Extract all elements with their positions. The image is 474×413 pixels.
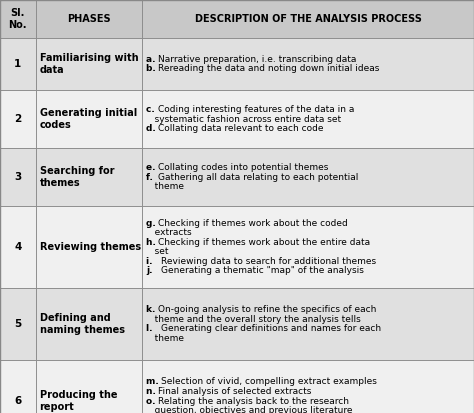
Text: d.: d. [146,124,159,133]
Bar [142,90,474,148]
Text: Producing the
report: Producing the report [39,390,117,412]
Text: theme: theme [146,334,184,343]
Bar [36,148,142,206]
Text: o.: o. [146,396,159,406]
Text: 3: 3 [14,172,21,182]
Text: theme: theme [146,182,184,191]
Text: 2: 2 [14,114,21,124]
Bar [0,288,36,360]
Text: Familiarising with
data: Familiarising with data [39,53,138,75]
Text: j.: j. [146,266,159,275]
Text: Collating codes into potential themes: Collating codes into potential themes [157,163,328,172]
Text: k.: k. [146,305,159,314]
Bar [0,0,36,38]
Text: e.: e. [146,163,159,172]
Text: a.: a. [146,55,159,64]
Bar [142,206,474,288]
Text: extracts: extracts [146,228,192,237]
Bar [36,90,142,148]
Bar [142,0,474,38]
Bar [36,38,142,90]
Text: Defining and
naming themes: Defining and naming themes [39,313,125,335]
Text: Relating the analysis back to the research: Relating the analysis back to the resear… [157,396,348,406]
Text: Checking if themes work about the entire data: Checking if themes work about the entire… [157,238,370,247]
Text: Coding interesting features of the data in a: Coding interesting features of the data … [157,105,354,114]
Text: Gathering all data relating to each potential: Gathering all data relating to each pote… [157,173,358,181]
Text: Selection of vivid, compelling extract examples: Selection of vivid, compelling extract e… [162,377,377,387]
Bar [0,90,36,148]
Text: Generating a thematic "map" of the analysis: Generating a thematic "map" of the analy… [162,266,365,275]
Text: Final analysis of selected extracts: Final analysis of selected extracts [157,387,311,396]
Text: Generating initial
codes: Generating initial codes [39,108,137,130]
Text: 4: 4 [14,242,21,252]
Text: l.: l. [146,324,159,333]
Text: Sl.
No.: Sl. No. [9,8,27,30]
Bar [142,38,474,90]
Text: question, objectives and previous literature: question, objectives and previous litera… [146,406,353,413]
Text: On-going analysis to refine the specifics of each: On-going analysis to refine the specific… [157,305,376,314]
Text: Narrative preparation, i.e. transcribing data: Narrative preparation, i.e. transcribing… [157,55,356,64]
Text: b.: b. [146,64,159,73]
Text: Reviewing data to search for additional themes: Reviewing data to search for additional … [162,257,376,266]
Text: 1: 1 [14,59,21,69]
Text: 6: 6 [14,396,21,406]
Text: c.: c. [146,105,158,114]
Text: g.: g. [146,219,159,228]
Text: m.: m. [146,377,165,387]
Bar [142,360,474,413]
Text: set: set [146,247,169,256]
Bar [0,148,36,206]
Text: n.: n. [146,387,159,396]
Bar [142,148,474,206]
Text: Reviewing themes: Reviewing themes [39,242,141,252]
Bar [142,288,474,360]
Bar [0,38,36,90]
Text: DESCRIPTION OF THE ANALYSIS PROCESS: DESCRIPTION OF THE ANALYSIS PROCESS [195,14,421,24]
Text: Checking if themes work about the coded: Checking if themes work about the coded [157,219,347,228]
Bar [0,360,36,413]
Text: h.: h. [146,238,159,247]
Text: PHASES: PHASES [67,14,111,24]
Text: Collating data relevant to each code: Collating data relevant to each code [157,124,323,133]
Text: i.: i. [146,257,159,266]
Text: theme and the overall story the analysis tells: theme and the overall story the analysis… [146,315,361,324]
Bar [36,360,142,413]
Text: Generating clear definitions and names for each: Generating clear definitions and names f… [162,324,382,333]
Bar [36,288,142,360]
Text: 5: 5 [14,319,21,329]
Text: systematic fashion across entire data set: systematic fashion across entire data se… [146,114,341,123]
Text: Rereading the data and noting down initial ideas: Rereading the data and noting down initi… [157,64,379,73]
Bar [36,0,142,38]
Bar [0,206,36,288]
Text: Searching for
themes: Searching for themes [39,166,114,188]
Bar [36,206,142,288]
Text: f.: f. [146,173,156,181]
